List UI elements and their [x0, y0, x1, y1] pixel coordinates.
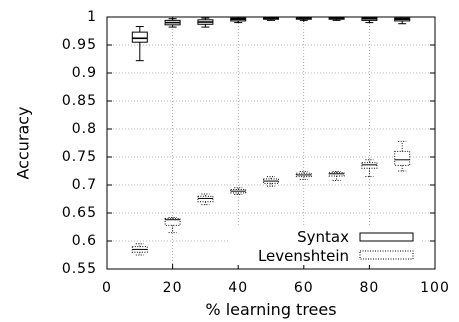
- y-axis-label: Accuracy: [14, 106, 33, 179]
- box-iqr: [197, 195, 214, 203]
- x-tick-label: 20: [163, 280, 183, 296]
- x-tick-label: 0: [102, 280, 112, 296]
- legend-label-levenshtein: Levenshtein: [258, 247, 349, 265]
- box-levenshtein: [394, 140, 411, 172]
- box-iqr: [361, 162, 378, 169]
- box-syntax: [394, 16, 411, 25]
- box-syntax: [131, 26, 148, 62]
- x-tick-label: 80: [359, 280, 379, 296]
- box-iqr: [131, 31, 148, 43]
- box-syntax: [328, 16, 345, 21]
- y-tick-label: 0.55: [62, 261, 97, 277]
- x-axis-label: % learning trees: [205, 300, 336, 319]
- box-levenshtein: [197, 193, 214, 206]
- box-levenshtein: [263, 176, 279, 187]
- box-syntax: [295, 16, 312, 21]
- x-tick-label: 60: [294, 280, 314, 296]
- y-tick-label: 0.95: [62, 37, 97, 53]
- legend-swatch-syntax: [359, 232, 414, 242]
- box-syntax: [230, 16, 247, 24]
- axis-ticks: 0.55 0.6 0.65 0.7 0.75 0.8 0.85 0.9 0.95 1 0 20 40 60…: [62, 9, 450, 296]
- box-syntax: [164, 18, 181, 28]
- boxes: [131, 16, 411, 256]
- x-tick-label: 40: [228, 280, 248, 296]
- y-tick-label: 0.75: [62, 149, 97, 165]
- y-tick-label: 0.9: [72, 65, 97, 81]
- box-syntax: [197, 17, 214, 28]
- y-tick-label: 0.6: [72, 233, 97, 249]
- legend-swatch-levenshtein: [359, 250, 414, 260]
- box-levenshtein: [295, 171, 312, 180]
- box-iqr: [164, 218, 181, 226]
- box-levenshtein: [131, 243, 148, 256]
- legend-label-syntax: Syntax: [297, 228, 349, 246]
- y-tick-label: 0.7: [72, 177, 97, 193]
- grid: [107, 17, 435, 269]
- box-iqr: [394, 150, 411, 166]
- y-tick-label: 0.65: [62, 205, 97, 221]
- box-levenshtein: [230, 187, 247, 196]
- y-tick-label: 0.85: [62, 93, 97, 109]
- box-iqr: [328, 172, 345, 177]
- box-levenshtein: [361, 159, 378, 178]
- legend: Syntax Levenshtein: [230, 227, 420, 265]
- y-tick-label: 1: [87, 9, 97, 25]
- box-levenshtein: [328, 171, 345, 182]
- x-tick-label: 100: [420, 280, 450, 296]
- y-tick-label: 0.8: [72, 121, 97, 137]
- box-syntax: [361, 16, 378, 24]
- box-levenshtein: [164, 216, 181, 234]
- box-syntax: [263, 16, 279, 21]
